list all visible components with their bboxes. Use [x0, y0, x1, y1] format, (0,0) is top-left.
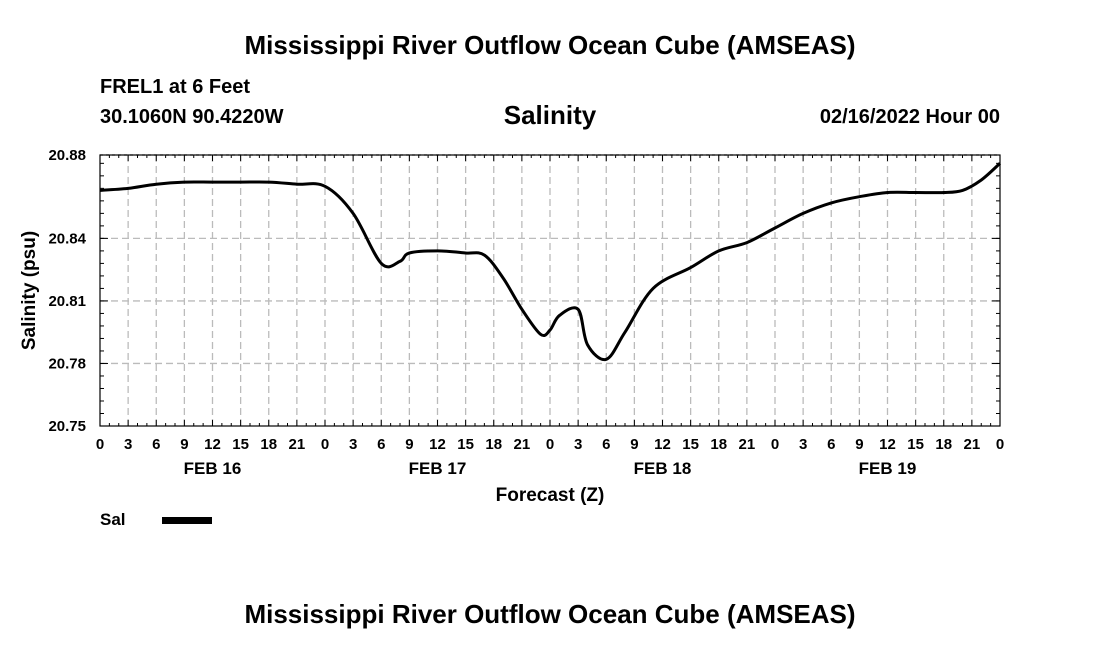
label-layer: 0 3 6 9 12 15 18 21 0 3 6 9 12 15 18 21 0 3 6 9 12 15 18 21 0 3 6 9…: [19, 147, 1004, 506]
series-line-sal: [99, 162, 1002, 362]
y-tick-label: 20.81: [48, 293, 86, 310]
x-tick-label: 6: [827, 436, 835, 453]
x-tick-label: 12: [879, 436, 896, 453]
y-tick-label: 20.88: [48, 147, 86, 164]
chart-main-title: Mississippi River Outflow Ocean Cube (AM…: [244, 30, 856, 60]
x-day-label: FEB 17: [409, 459, 467, 478]
x-tick-label: 6: [602, 436, 610, 453]
x-tick-label: 21: [964, 436, 981, 453]
x-tick-label: 3: [799, 436, 807, 453]
x-axis-title: Forecast (Z): [496, 485, 605, 506]
x-tick-label: 15: [457, 436, 474, 453]
plot-frame: [99, 154, 1001, 427]
x-tick-label: 12: [429, 436, 446, 453]
x-tick-label: 3: [574, 436, 582, 453]
x-tick-label: 3: [349, 436, 357, 453]
x-tick-label: 21: [739, 436, 756, 453]
y-tick-label: 20.84: [48, 230, 86, 247]
axis-layer: [99, 154, 1001, 427]
x-day-label: FEB 19: [859, 459, 917, 478]
x-tick-label: 9: [180, 436, 188, 453]
x-tick-label: 18: [260, 436, 277, 453]
chart-bottom-title: Mississippi River Outflow Ocean Cube (AM…: [244, 599, 856, 629]
legend-swatch: [162, 517, 212, 524]
x-tick-label: 3: [124, 436, 132, 453]
station-coordinates: 30.1060N 90.4220W: [100, 106, 284, 128]
legend-label: Sal: [100, 510, 126, 529]
x-tick-label: 18: [935, 436, 952, 453]
x-tick-label: 0: [546, 436, 554, 453]
x-tick-label: 15: [232, 436, 249, 453]
x-tick-label: 12: [654, 436, 671, 453]
x-tick-label: 6: [152, 436, 160, 453]
x-tick-label: 15: [907, 436, 924, 453]
y-tick-label: 20.75: [48, 418, 86, 435]
chart-subtitle: Salinity: [503, 100, 597, 130]
x-tick-label: 9: [630, 436, 638, 453]
forecast-datetime: 02/16/2022 Hour 00: [819, 106, 1000, 128]
x-tick-label: 18: [710, 436, 727, 453]
x-tick-label: 18: [485, 436, 502, 453]
x-day-label: FEB 16: [184, 459, 242, 478]
x-day-label: FEB 18: [634, 459, 692, 478]
y-axis-title: Salinity (psu): [19, 231, 40, 350]
x-tick-label: 0: [996, 436, 1004, 453]
x-tick-label: 15: [682, 436, 699, 453]
x-tick-label: 12: [204, 436, 221, 453]
x-tick-label: 0: [771, 436, 779, 453]
y-tick-label: 20.78: [48, 355, 86, 372]
x-tick-label: 21: [289, 436, 306, 453]
x-tick-label: 6: [377, 436, 385, 453]
x-tick-label: 9: [405, 436, 413, 453]
x-tick-label: 21: [514, 436, 531, 453]
x-tick-label: 9: [855, 436, 863, 453]
station-label: FREL1 at 6 Feet: [100, 76, 251, 98]
series-layer: [99, 162, 1002, 362]
x-tick-label: 0: [321, 436, 329, 453]
x-tick-label: 0: [96, 436, 104, 453]
